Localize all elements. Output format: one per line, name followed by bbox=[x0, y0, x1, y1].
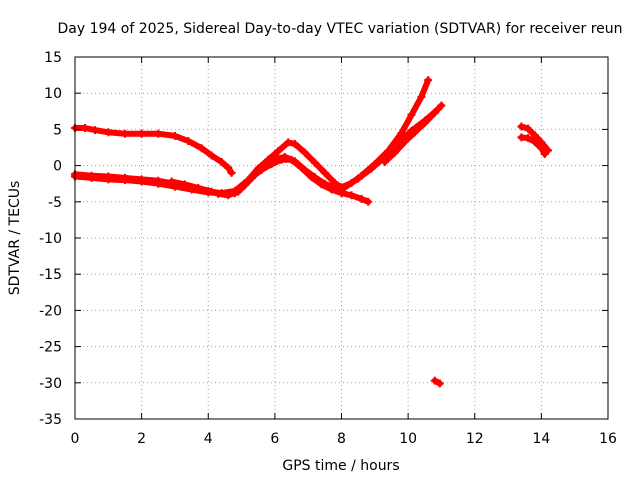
data-point bbox=[137, 129, 146, 138]
data-point bbox=[400, 137, 409, 146]
x-axis-title: GPS time / hours bbox=[282, 458, 399, 474]
data-point bbox=[417, 92, 426, 101]
x-tick-label: 4 bbox=[204, 431, 213, 447]
data-point bbox=[430, 376, 439, 385]
data-point bbox=[320, 168, 329, 177]
y-tick-label: -20 bbox=[39, 303, 62, 319]
data-point bbox=[420, 118, 429, 127]
x-tick-label: 8 bbox=[337, 431, 346, 447]
data-point bbox=[120, 176, 129, 185]
data-point bbox=[364, 197, 373, 206]
data-point bbox=[170, 131, 179, 140]
data-point bbox=[217, 157, 226, 166]
x-tick-label: 0 bbox=[71, 431, 80, 447]
data-point bbox=[240, 181, 249, 190]
data-point bbox=[537, 144, 546, 153]
data-point bbox=[310, 158, 319, 167]
data-point bbox=[340, 183, 349, 192]
data-point bbox=[180, 180, 189, 189]
data-point bbox=[274, 147, 283, 156]
data-point bbox=[250, 171, 259, 180]
data-point bbox=[357, 194, 366, 203]
data-point bbox=[410, 128, 419, 137]
data-point bbox=[270, 155, 279, 164]
series-group bbox=[71, 76, 553, 388]
data-point bbox=[530, 137, 539, 146]
data-point bbox=[390, 148, 399, 157]
data-point bbox=[380, 157, 389, 166]
y-tick-label: 10 bbox=[44, 86, 62, 102]
data-point bbox=[430, 108, 439, 117]
x-tick-label: 12 bbox=[466, 431, 484, 447]
data-point bbox=[224, 163, 233, 172]
series-line-track-1 bbox=[72, 125, 235, 176]
data-point bbox=[397, 129, 406, 138]
x-tick-label: 10 bbox=[399, 431, 417, 447]
y-tick-label: -30 bbox=[39, 376, 62, 392]
data-point bbox=[207, 187, 216, 196]
data-point bbox=[230, 189, 239, 198]
y-tick-label: 15 bbox=[44, 50, 62, 66]
data-point bbox=[194, 184, 203, 193]
y-axis-title: SDTVAR / TECUs bbox=[7, 181, 23, 296]
data-point bbox=[300, 165, 309, 174]
data-point bbox=[154, 129, 163, 138]
data-point bbox=[367, 164, 376, 173]
data-point bbox=[330, 184, 339, 193]
x-tick-label: 16 bbox=[599, 431, 617, 447]
data-point bbox=[524, 124, 533, 133]
y-tick-label: -10 bbox=[39, 231, 62, 247]
x-tick-label: 2 bbox=[137, 431, 146, 447]
x-tick-labels: 0 2 4 6 8 10 12 14 16 bbox=[71, 431, 617, 447]
y-tick-label: 5 bbox=[53, 122, 62, 138]
data-point bbox=[435, 379, 444, 388]
data-point bbox=[517, 122, 526, 131]
data-point bbox=[104, 128, 113, 137]
data-point bbox=[154, 179, 163, 188]
data-point bbox=[524, 134, 533, 143]
y-tick-label: 0 bbox=[53, 159, 62, 175]
data-point bbox=[137, 177, 146, 186]
data-point bbox=[184, 136, 193, 145]
data-point bbox=[310, 173, 319, 182]
data-point bbox=[540, 150, 549, 159]
data-point bbox=[300, 148, 309, 157]
data-point bbox=[227, 168, 236, 177]
y-tick-label: -35 bbox=[39, 412, 62, 428]
y-tick-label: -25 bbox=[39, 340, 62, 356]
data-point bbox=[90, 126, 99, 135]
data-point bbox=[407, 110, 416, 119]
data-point bbox=[87, 173, 96, 182]
data-point bbox=[197, 144, 206, 153]
data-point bbox=[354, 174, 363, 183]
data-point bbox=[290, 139, 299, 148]
grid bbox=[75, 57, 608, 419]
y-tick-label: -15 bbox=[39, 267, 62, 283]
y-tick-label: -5 bbox=[48, 195, 62, 211]
data-point bbox=[207, 151, 216, 160]
data-point bbox=[437, 101, 446, 110]
y-tick-labels: 15 10 5 0 -5 -10 -15 -20 -25 -30 -35 bbox=[39, 50, 62, 428]
data-point bbox=[120, 129, 129, 138]
data-point bbox=[260, 160, 269, 169]
data-point bbox=[104, 175, 113, 184]
data-point bbox=[220, 189, 229, 198]
ticks bbox=[74, 56, 609, 420]
data-point bbox=[167, 177, 176, 186]
data-point bbox=[320, 179, 329, 188]
x-tick-label: 14 bbox=[532, 431, 550, 447]
data-point bbox=[347, 191, 356, 200]
x-tick-label: 6 bbox=[270, 431, 279, 447]
data-point bbox=[80, 123, 89, 132]
data-point bbox=[284, 138, 293, 147]
data-point bbox=[424, 76, 433, 85]
data-point bbox=[290, 157, 299, 166]
data-point bbox=[280, 152, 289, 161]
chart-title: Day 194 of 2025, Sidereal Day-to-day VTE… bbox=[57, 21, 622, 37]
